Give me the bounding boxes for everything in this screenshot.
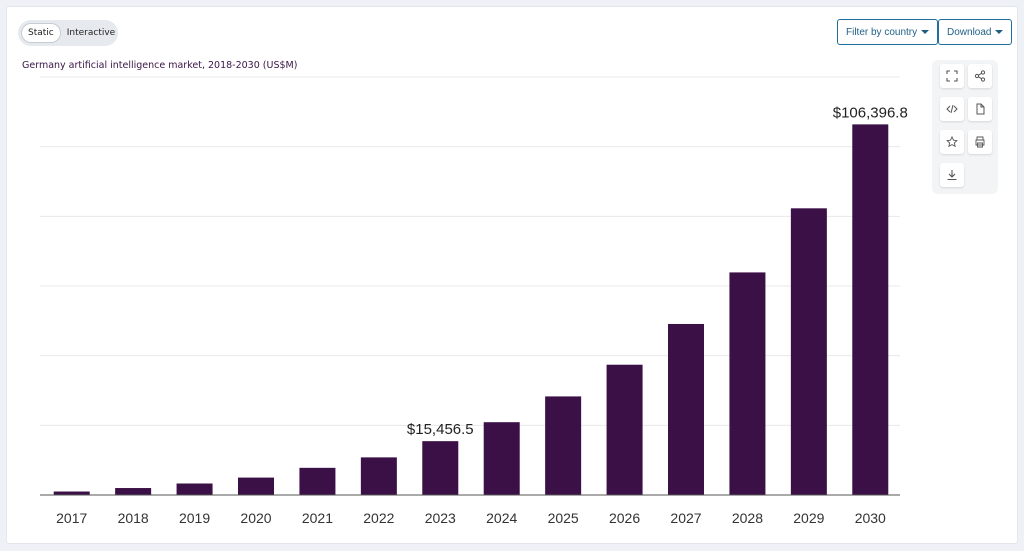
x-tick-label: 2028 xyxy=(732,510,763,526)
bar xyxy=(483,422,520,495)
x-tick-label: 2030 xyxy=(855,510,886,526)
x-tick-label: 2029 xyxy=(793,510,824,526)
chart-title: Germany artificial intelligence market, … xyxy=(22,60,298,71)
x-tick-label: 2017 xyxy=(56,510,87,526)
bar xyxy=(53,491,90,495)
star-icon[interactable] xyxy=(940,130,964,154)
x-tick-label: 2018 xyxy=(118,510,149,526)
expand-icon[interactable] xyxy=(940,64,964,88)
x-tick-label: 2025 xyxy=(548,510,579,526)
download-button-label: Download xyxy=(947,26,992,38)
bar xyxy=(299,467,336,495)
bar xyxy=(729,272,766,495)
bar xyxy=(852,124,889,495)
report-icon[interactable] xyxy=(968,97,992,121)
x-tick-label: 2019 xyxy=(179,510,210,526)
embed-code-icon[interactable] xyxy=(940,97,964,121)
filter-button-label: Filter by country xyxy=(846,26,918,38)
download-button[interactable]: Download xyxy=(938,19,1013,45)
download-icon[interactable] xyxy=(940,163,964,187)
x-tick-label: 2024 xyxy=(486,510,517,526)
caret-down-icon xyxy=(921,30,930,34)
x-tick-label: 2026 xyxy=(609,510,640,526)
x-tick-label: 2020 xyxy=(240,510,271,526)
print-icon[interactable] xyxy=(968,130,992,154)
x-tick-label: 2022 xyxy=(363,510,394,526)
x-tick-label: 2027 xyxy=(670,510,701,526)
caret-down-icon xyxy=(995,30,1004,34)
toggle-interactive[interactable]: Interactive xyxy=(66,28,116,38)
bar xyxy=(545,396,582,495)
tool-panel xyxy=(932,60,998,194)
bar xyxy=(790,208,827,496)
view-toggle[interactable]: Static Interactive xyxy=(18,20,118,46)
data-label: $106,396.8 xyxy=(833,104,908,121)
bar xyxy=(115,488,152,495)
x-tick-label: 2023 xyxy=(425,510,456,526)
bar xyxy=(360,457,397,495)
bar xyxy=(606,364,643,495)
data-label: $15,456.5 xyxy=(407,421,474,438)
bar xyxy=(422,441,459,495)
share-icon[interactable] xyxy=(968,64,992,88)
filter-by-country-button[interactable]: Filter by country xyxy=(837,19,939,45)
bar xyxy=(238,477,274,495)
x-tick-label: 2021 xyxy=(302,510,333,526)
bar xyxy=(176,483,213,495)
toggle-static[interactable]: Static xyxy=(21,23,61,43)
bar xyxy=(668,323,704,495)
